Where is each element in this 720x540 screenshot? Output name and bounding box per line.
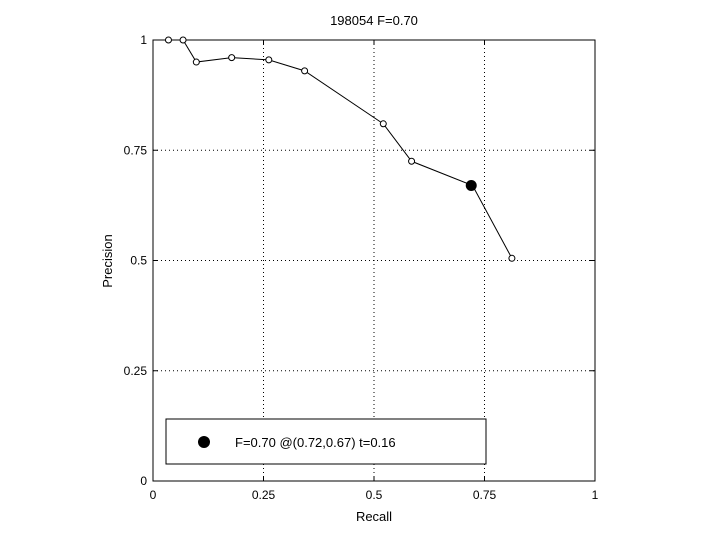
y-tick-label: 0.25 xyxy=(124,364,148,378)
y-tick-label: 0.5 xyxy=(130,254,147,268)
data-point xyxy=(379,120,387,128)
best-f-marker xyxy=(465,180,477,192)
y-tick-label: 0 xyxy=(140,474,147,488)
x-tick-label: 1 xyxy=(592,488,599,502)
x-tick-label: 0.25 xyxy=(252,488,276,502)
data-point xyxy=(265,56,273,64)
x-axis-title: Recall xyxy=(356,509,392,524)
data-point xyxy=(164,36,172,44)
legend-marker-icon xyxy=(198,436,210,448)
data-point xyxy=(228,54,236,62)
y-tick-label: 0.75 xyxy=(124,143,148,157)
data-point xyxy=(179,36,187,44)
data-point xyxy=(301,67,309,75)
axis-ticks: 0 0.25 0.5 0.75 1 0 0.25 0.5 0.75 1 xyxy=(124,33,599,502)
series-line xyxy=(164,36,516,262)
y-tick-label: 1 xyxy=(140,33,147,47)
chart-title: 198054 F=0.70 xyxy=(330,13,418,28)
x-tick-label: 0.5 xyxy=(366,488,383,502)
data-point xyxy=(408,157,416,165)
data-point xyxy=(508,254,516,262)
legend-label: F=0.70 @(0.72,0.67) t=0.16 xyxy=(235,435,396,450)
data-point xyxy=(192,58,200,66)
x-tick-label: 0 xyxy=(150,488,157,502)
legend: F=0.70 @(0.72,0.67) t=0.16 xyxy=(165,418,487,465)
series-polyline xyxy=(168,39,513,259)
y-axis-title: Precision xyxy=(100,234,115,287)
grid-lines xyxy=(153,40,595,481)
legend-box xyxy=(165,418,487,465)
best-f-point xyxy=(465,180,477,192)
x-tick-label: 0.75 xyxy=(473,488,497,502)
